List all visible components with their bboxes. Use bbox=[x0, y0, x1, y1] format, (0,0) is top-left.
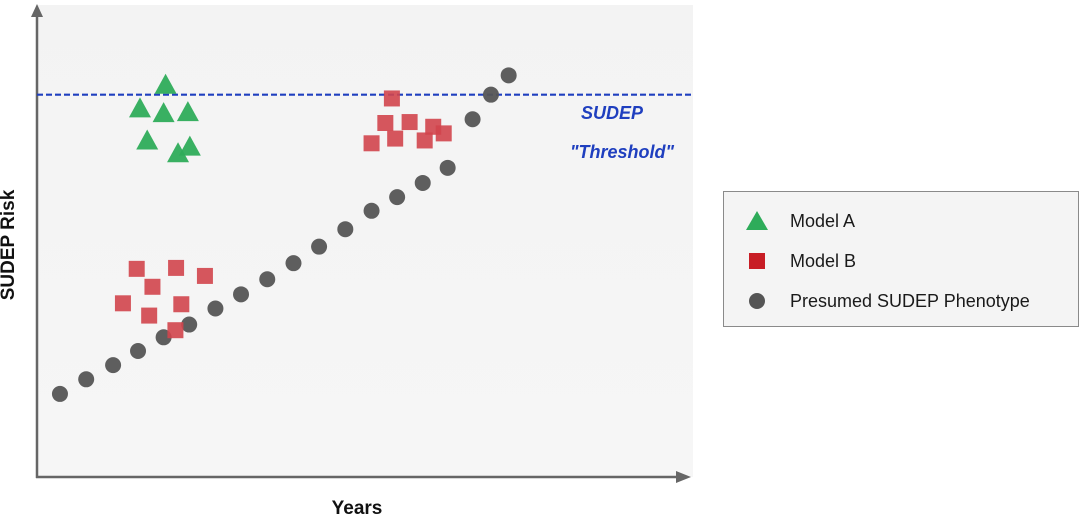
presumed-sudep-phenotype-point-11 bbox=[311, 238, 328, 255]
presumed-sudep-phenotype-point-10 bbox=[285, 255, 302, 272]
triangle-icon bbox=[724, 209, 790, 233]
model-a-point-6 bbox=[178, 135, 201, 156]
legend-item-model-b: Model B bbox=[724, 246, 856, 276]
model-b-point-1 bbox=[128, 260, 145, 277]
presumed-sudep-phenotype-point-1 bbox=[51, 385, 68, 402]
model-a-point-3 bbox=[152, 102, 175, 123]
model-b-point-15 bbox=[387, 130, 404, 147]
presumed-sudep-phenotype-point-2 bbox=[78, 371, 95, 388]
legend-item-model-a: Model A bbox=[724, 206, 855, 236]
model-b-point-5 bbox=[114, 295, 131, 312]
legend: Model A Model B Presumed SUDEP Phenotype bbox=[723, 191, 1079, 327]
model-a-point-7 bbox=[167, 142, 190, 163]
model-b-point-3 bbox=[196, 267, 213, 284]
model-b-point-2 bbox=[168, 259, 185, 276]
presumed-sudep-phenotype-point-17 bbox=[464, 111, 481, 128]
y-axis-title: SUDEP Risk bbox=[0, 189, 19, 300]
presumed-sudep-phenotype-point-14 bbox=[389, 189, 406, 206]
model-a-point-4 bbox=[176, 101, 199, 122]
model-b-point-13 bbox=[416, 132, 433, 149]
x-axis-title: Years bbox=[332, 498, 383, 519]
model-a-point-2 bbox=[128, 97, 151, 118]
model-a-point-5 bbox=[136, 129, 159, 150]
presumed-sudep-phenotype-point-6 bbox=[181, 316, 198, 333]
model-b-point-6 bbox=[173, 296, 190, 313]
presumed-sudep-phenotype-point-15 bbox=[414, 174, 431, 191]
presumed-sudep-phenotype-point-4 bbox=[130, 342, 147, 359]
model-b-point-4 bbox=[144, 278, 161, 295]
model-b-point-8 bbox=[167, 322, 184, 339]
model-b-point-7 bbox=[141, 307, 158, 324]
legend-label-presumed-sudep-phenotype: Presumed SUDEP Phenotype bbox=[790, 290, 1030, 311]
presumed-sudep-phenotype-point-16 bbox=[439, 159, 456, 176]
presumed-sudep-phenotype-point-3 bbox=[105, 357, 122, 374]
presumed-sudep-phenotype-point-12 bbox=[337, 221, 354, 238]
model-b-point-11 bbox=[401, 114, 418, 131]
model-b-point-14 bbox=[363, 135, 380, 152]
legend-item-presumed-sudep-phenotype: Presumed SUDEP Phenotype bbox=[724, 286, 1030, 316]
model-b-point-10 bbox=[377, 115, 394, 131]
presumed-sudep-phenotype-point-13 bbox=[363, 202, 380, 219]
legend-label-model-b: Model B bbox=[790, 250, 857, 271]
presumed-sudep-phenotype-point-19 bbox=[500, 67, 517, 84]
y-axis-arrow bbox=[31, 4, 43, 17]
model-a-point-1 bbox=[154, 73, 177, 94]
presumed-sudep-phenotype-point-7 bbox=[207, 300, 224, 317]
x-axis-arrow bbox=[676, 471, 691, 483]
data-marks bbox=[51, 67, 517, 402]
plot-area bbox=[36, 5, 693, 477]
threshold-label-line1: SUDEP bbox=[581, 103, 644, 123]
model-b-point-16 bbox=[435, 125, 452, 142]
presumed-sudep-phenotype-point-18 bbox=[482, 86, 499, 103]
square-icon bbox=[724, 251, 790, 271]
model-b-point-9 bbox=[383, 90, 400, 107]
presumed-sudep-phenotype-point-8 bbox=[233, 286, 250, 303]
threshold-label-line2: "Threshold" bbox=[570, 142, 675, 162]
presumed-sudep-phenotype-point-9 bbox=[259, 271, 276, 288]
legend-label-model-a: Model A bbox=[790, 210, 856, 231]
circle-icon bbox=[724, 291, 790, 311]
